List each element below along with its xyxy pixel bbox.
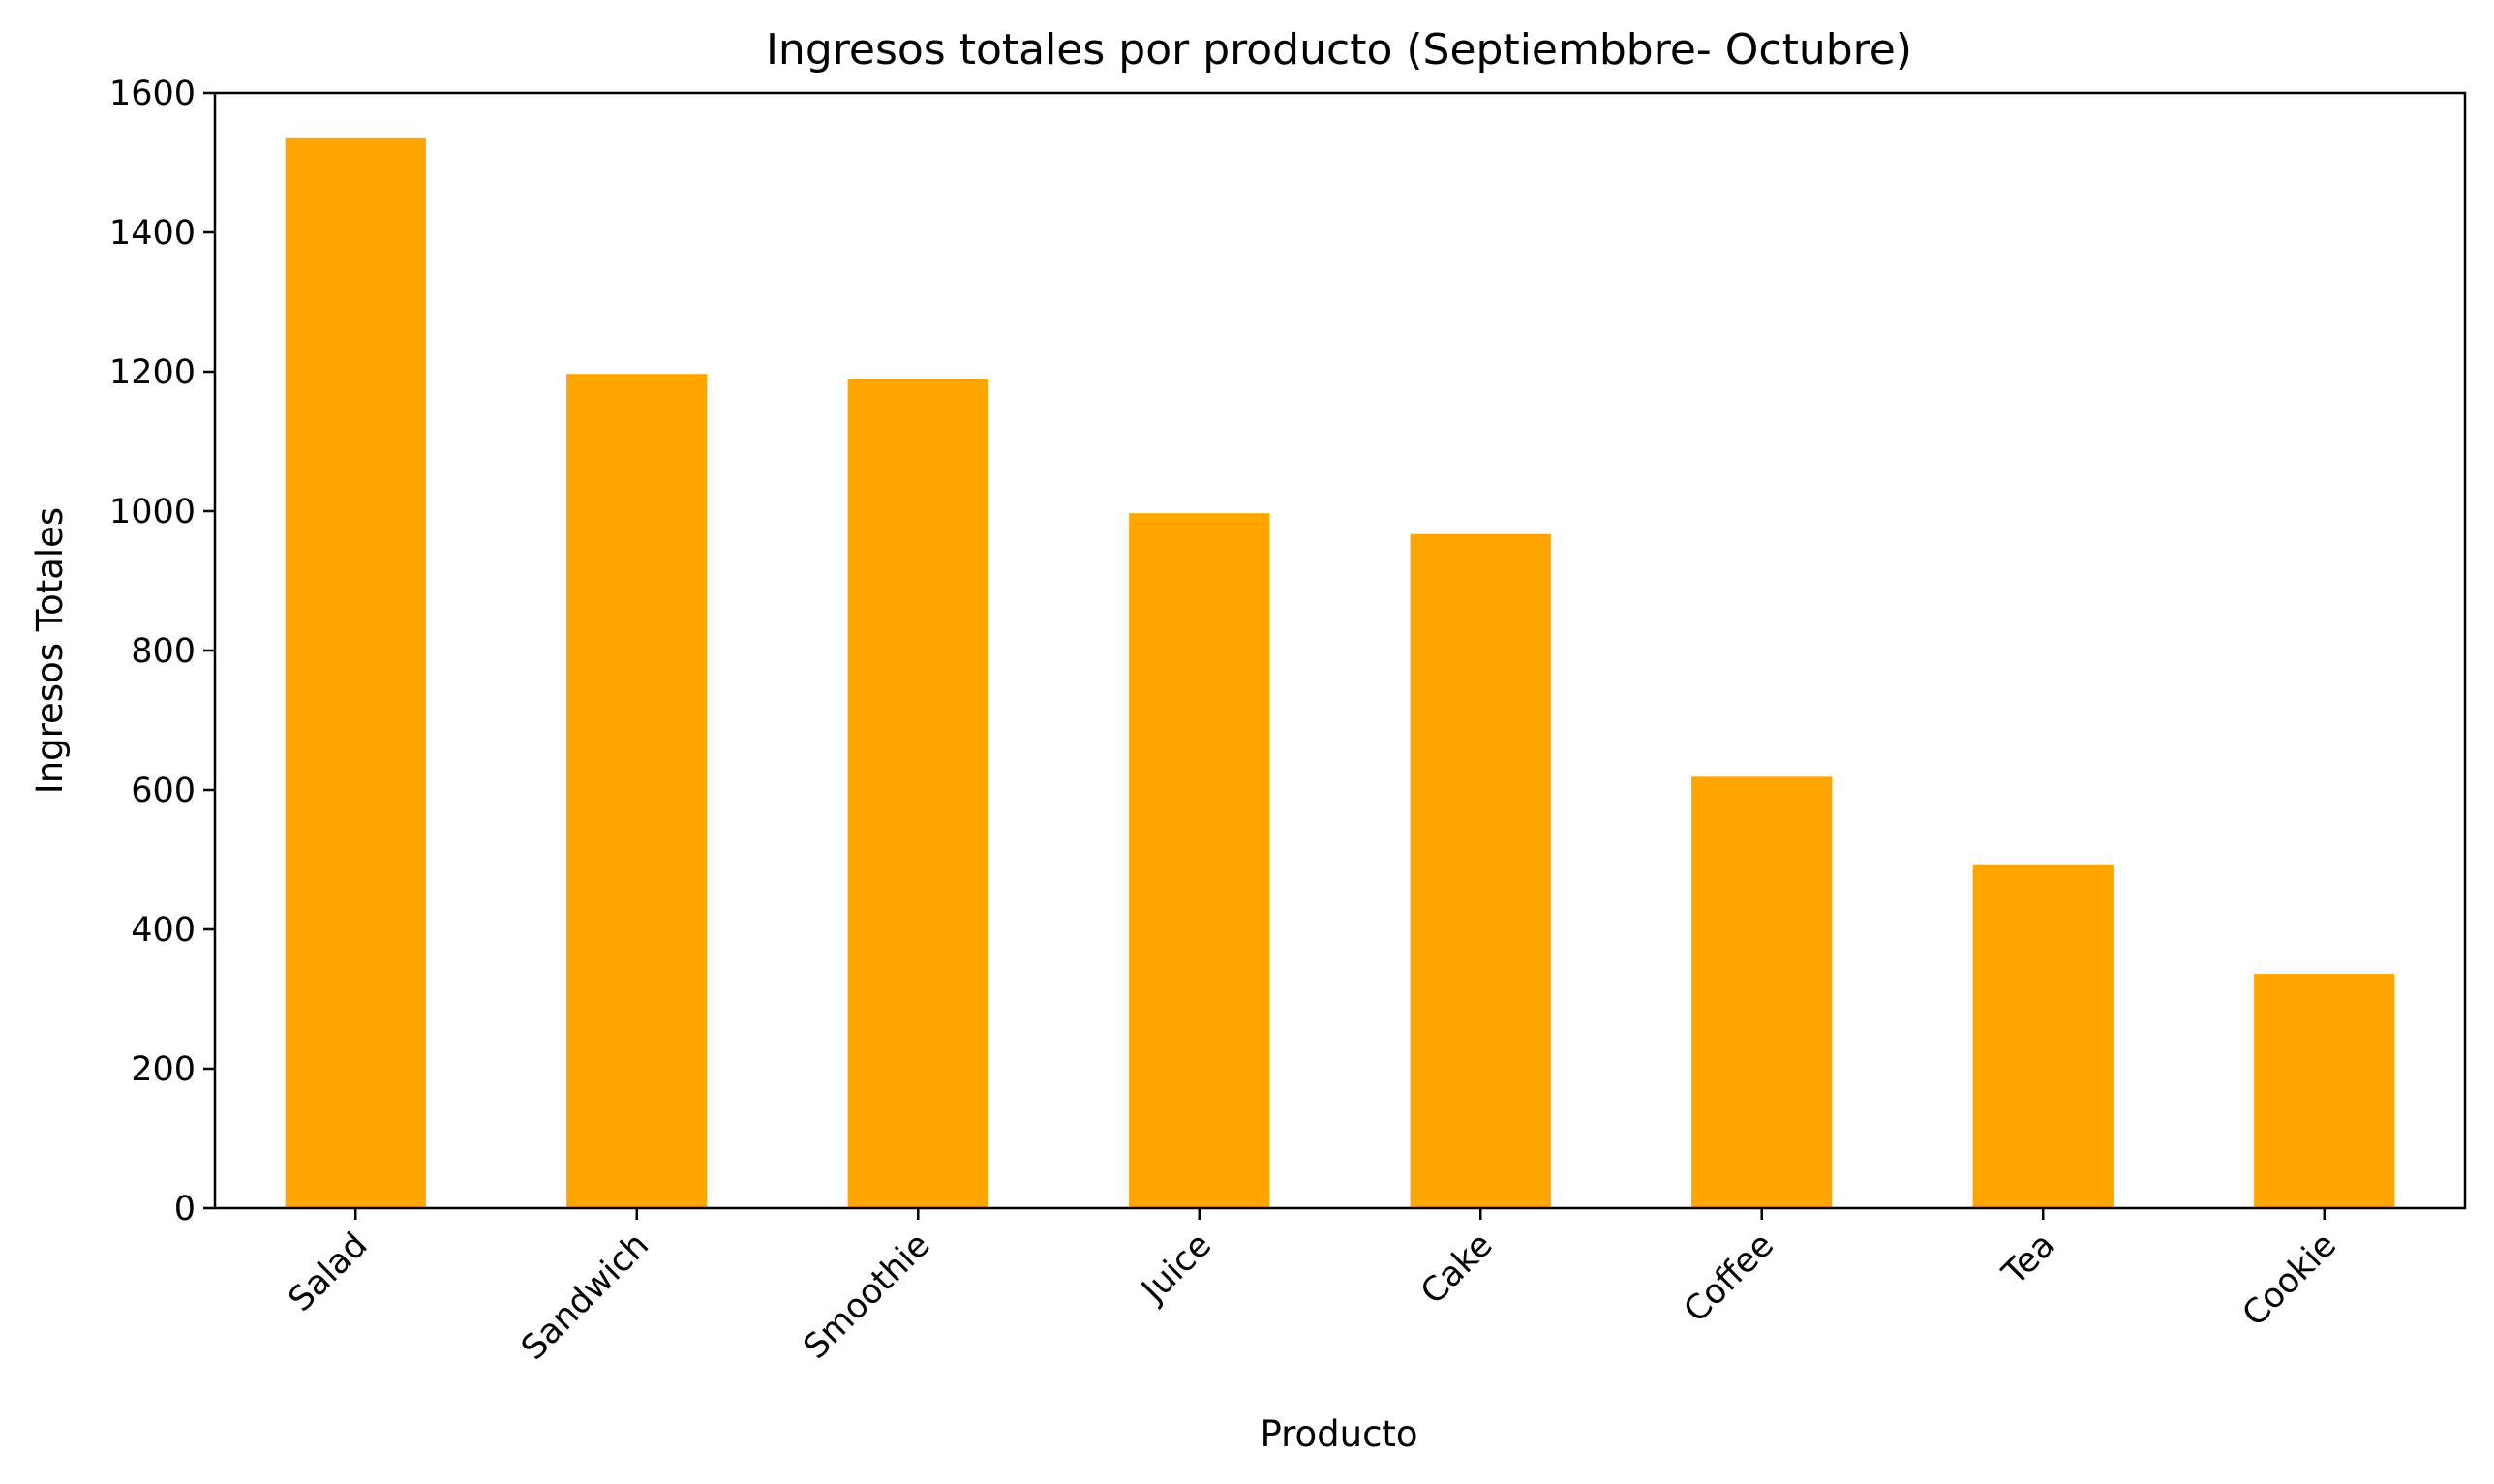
y-tick-label: 1600	[109, 75, 196, 113]
x-tick-label: Juice	[1134, 1226, 1219, 1311]
plot-frame	[213, 91, 2467, 1210]
bars-group	[285, 137, 2395, 1208]
bar-salad	[285, 137, 426, 1208]
bar-cookie	[2254, 974, 2395, 1208]
x-tick-label: Sandwich	[514, 1226, 656, 1368]
x-tick-label: Cookie	[2235, 1226, 2344, 1334]
y-tick-label: 200	[131, 1050, 196, 1089]
bar-juice	[1129, 513, 1270, 1208]
x-tick-label: Salad	[282, 1226, 376, 1319]
x-axis-label: Producto	[1260, 1413, 1417, 1455]
x-tick-label: Coffee	[1677, 1226, 1781, 1330]
bar-cake	[1410, 533, 1551, 1208]
bar-sandwich	[566, 374, 708, 1208]
y-axis-label: Ingresos Totales	[29, 507, 71, 794]
bar-coffee	[1691, 776, 1833, 1208]
y-tick-label: 400	[131, 911, 196, 950]
bar-smoothie	[847, 379, 988, 1208]
chart-title: Ingresos totales por producto (Septiembb…	[766, 25, 1912, 75]
bar-tea	[1972, 864, 2114, 1208]
x-axis: Salad Sandwich Smoothie Juice Cake Coffee Tea C…	[282, 1208, 2344, 1368]
x-tick-label: Smoothie	[797, 1226, 938, 1367]
y-tick-label: 1000	[109, 493, 196, 531]
y-tick-label: 800	[131, 632, 196, 671]
y-tick-label: 1400	[109, 214, 196, 253]
y-tick-label: 1200	[109, 353, 196, 392]
y-tick-label: 600	[131, 772, 196, 810]
y-tick-label: 0	[174, 1190, 196, 1228]
x-tick-label: Cake	[1414, 1226, 1500, 1312]
y-axis: 0 200 400 600 800 1000 1200 1400 1600	[109, 75, 215, 1228]
x-tick-label: Tea	[1994, 1226, 2062, 1293]
